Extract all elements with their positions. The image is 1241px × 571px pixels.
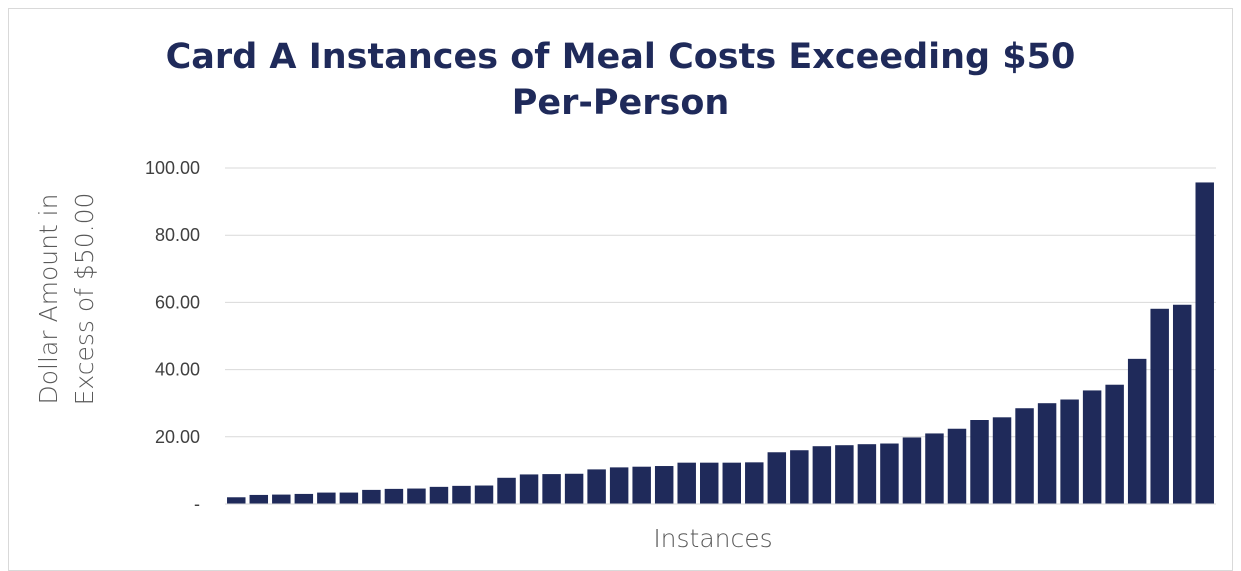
bar — [1195, 182, 1214, 504]
bar — [857, 444, 877, 504]
bar — [317, 492, 336, 504]
bar — [1172, 304, 1192, 504]
chart-title: Card A Instances of Meal Costs Exceeding… — [0, 34, 1241, 126]
bar — [1082, 390, 1102, 504]
bar — [632, 466, 651, 504]
y-tick-label: - — [194, 494, 200, 514]
bar — [429, 486, 449, 504]
bar — [407, 488, 426, 504]
bar — [790, 450, 809, 504]
bar — [497, 477, 516, 504]
bar — [227, 497, 246, 504]
bar — [452, 485, 471, 504]
bar — [654, 466, 674, 504]
bar — [1105, 384, 1124, 504]
bars — [227, 182, 1214, 504]
bar — [745, 462, 764, 504]
bar — [474, 485, 494, 504]
bar — [249, 494, 269, 504]
bar — [902, 437, 922, 504]
chart-title-line1: Card A Instances of Meal Costs Exceeding… — [165, 37, 1076, 77]
bar — [339, 492, 359, 504]
bar — [519, 474, 539, 504]
y-tick-label: 80.00 — [155, 225, 200, 245]
y-tick-label: 60.00 — [155, 292, 200, 312]
bar — [677, 462, 696, 504]
bar — [812, 446, 832, 504]
bar — [970, 420, 989, 504]
bar — [542, 474, 561, 504]
bar — [1150, 308, 1169, 504]
y-tick-label: 40.00 — [155, 360, 200, 380]
bar — [294, 493, 314, 504]
bar — [880, 443, 899, 504]
gridlines — [225, 167, 1216, 438]
bar — [700, 462, 719, 504]
x-axis-title: Instances — [653, 524, 772, 553]
bar — [722, 462, 741, 504]
y-tick-label: 100.00 — [145, 158, 200, 178]
bar — [609, 467, 629, 504]
bar — [947, 428, 967, 504]
y-axis-title-line1: Dollar Amount in — [34, 194, 63, 405]
bar — [1127, 358, 1147, 504]
bar — [925, 433, 944, 504]
bar — [362, 489, 381, 504]
bar — [1060, 399, 1079, 504]
bar — [992, 417, 1012, 504]
bar — [1015, 408, 1034, 504]
bar — [587, 469, 606, 504]
y-axis-title: Dollar Amount in Excess of $50.00 — [34, 193, 99, 406]
bar — [564, 473, 584, 504]
bar — [272, 494, 291, 504]
y-axis-title-line2: Excess of $50.00 — [70, 193, 99, 406]
bar — [384, 488, 404, 504]
bar — [767, 452, 787, 504]
y-tick-label: 20.00 — [155, 427, 200, 447]
bar — [835, 445, 854, 504]
y-axis-ticks: - 20.00 40.00 60.00 80.00 100.00 — [145, 158, 200, 514]
bar — [1037, 403, 1057, 504]
chart-title-line2: Per-Person — [511, 83, 730, 123]
